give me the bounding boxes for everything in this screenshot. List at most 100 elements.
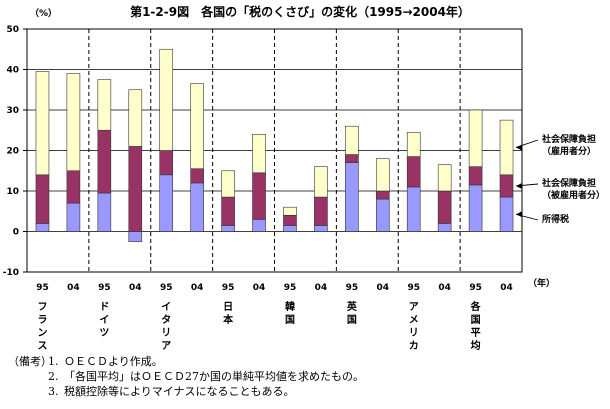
bar-segment xyxy=(128,146,143,232)
bar-segment xyxy=(221,196,235,226)
legend-arrowhead xyxy=(516,144,523,151)
bar-segment xyxy=(345,162,359,232)
legend-arrowhead xyxy=(516,211,523,218)
note-number: 3. xyxy=(48,385,59,398)
bar-segment xyxy=(221,225,235,232)
bar-segment xyxy=(345,125,359,155)
year-tick-label: 95 xyxy=(407,283,420,293)
bar-segment xyxy=(375,190,390,200)
bar-segment xyxy=(190,182,204,232)
note-number: 1. xyxy=(48,355,59,368)
bar-segment xyxy=(190,168,204,184)
bar-segment xyxy=(35,174,50,224)
bar-segment xyxy=(437,223,452,232)
legend-label: 所得税 xyxy=(542,213,569,225)
country-label: 日本 xyxy=(223,301,234,326)
country-label: ドイツ xyxy=(99,301,109,339)
note-row: 3. 税額控除等によりマイナスになることもある。 xyxy=(8,384,364,399)
bar-segment xyxy=(314,225,328,232)
year-tick-label: 95 xyxy=(98,283,111,293)
country-label: イタリア xyxy=(161,301,171,352)
year-tick-label: 04 xyxy=(191,283,204,293)
notes-lead: （備考） xyxy=(8,355,52,368)
bar-segment xyxy=(128,231,143,242)
bar-segment xyxy=(35,71,50,176)
bar-segment xyxy=(406,131,421,157)
bar-segment xyxy=(499,119,514,176)
year-tick-label: 04 xyxy=(377,283,390,293)
bar-segment xyxy=(375,158,390,192)
bar-segment xyxy=(97,192,112,232)
note-row: （備考） 1. ＯＥＣＤより作成。 xyxy=(8,354,364,369)
bar-segment xyxy=(283,225,297,232)
legend-arrowhead xyxy=(516,182,523,189)
year-tick-label: 95 xyxy=(160,283,173,293)
bar-segment xyxy=(97,129,112,194)
bar-segment xyxy=(66,202,81,232)
note-text: 「各国平均」はＯＥＣＤ27か国の単純平均値を求めたもの。 xyxy=(64,370,364,383)
y-tick-label: -10 xyxy=(3,268,19,278)
bar-segment xyxy=(97,79,112,131)
y-tick-label: 30 xyxy=(6,106,19,116)
bar-segment xyxy=(221,170,235,198)
legend-sublabel: （被雇用者分） xyxy=(542,189,605,201)
bar-segment xyxy=(128,89,143,147)
legend-label: 社会保障負担 xyxy=(541,177,596,189)
bar-segment xyxy=(375,198,390,232)
bar-segment xyxy=(437,190,452,224)
year-tick-label: 04 xyxy=(315,283,328,293)
year-tick-label: 04 xyxy=(67,283,80,293)
bar-segment xyxy=(35,223,50,232)
year-tick-label: 95 xyxy=(469,283,482,293)
bar-segment xyxy=(468,166,483,186)
bar-segment xyxy=(314,166,328,198)
year-tick-label: 04 xyxy=(253,283,266,293)
bar-segment xyxy=(283,206,297,216)
y-tick-label: 40 xyxy=(6,66,19,76)
bar-segment xyxy=(468,109,483,168)
bar-segment xyxy=(190,83,204,170)
bar-segment xyxy=(468,184,483,232)
legend-sublabel: （雇用者分） xyxy=(542,145,596,157)
country-label: 韓国 xyxy=(285,300,295,326)
legend-label: 社会保障負担 xyxy=(541,133,596,145)
year-tick-label: 04 xyxy=(438,283,451,293)
bar-segment xyxy=(252,172,266,220)
bar-segment xyxy=(499,174,514,198)
bar-segment xyxy=(499,196,514,232)
bar-segment xyxy=(406,186,421,232)
bar-segment xyxy=(159,174,174,232)
y-tick-label: 10 xyxy=(6,187,19,197)
bar-segment xyxy=(345,154,359,163)
note-row: 2. 「各国平均」はＯＥＣＤ27か国の単純平均値を求めたもの。 xyxy=(8,369,364,384)
bar-segment xyxy=(252,219,266,232)
year-tick-label: 95 xyxy=(284,283,297,293)
note-number: 2. xyxy=(48,370,59,383)
year-tick-label: 95 xyxy=(346,283,359,293)
bar-segment xyxy=(66,73,81,172)
y-axis-label: （%） xyxy=(30,8,57,19)
country-label: 各国平均 xyxy=(470,300,482,352)
y-tick-label: 50 xyxy=(6,25,19,35)
bar-segment xyxy=(314,196,328,226)
note-text: 税額控除等によりマイナスになることもある。 xyxy=(64,385,295,398)
country-label: フランス xyxy=(37,301,47,352)
year-tick-label: 95 xyxy=(36,283,49,293)
chart-title: 第1-2-9図 各国の「税のくさび」の変化（1995→2004年） xyxy=(130,4,470,19)
country-label: 英国 xyxy=(346,300,358,326)
x-axis-label: （年） xyxy=(528,277,555,289)
bar-segment xyxy=(159,150,174,176)
year-tick-label: 04 xyxy=(129,283,142,293)
bar-segment xyxy=(406,156,421,188)
bar-segment xyxy=(66,170,81,204)
note-text: ＯＥＣＤより作成。 xyxy=(64,355,163,368)
bar-segment xyxy=(159,48,174,151)
y-tick-label: 0 xyxy=(13,228,19,238)
bar-segment xyxy=(283,215,297,226)
country-label: アメリカ xyxy=(409,301,419,352)
year-tick-label: 95 xyxy=(222,283,235,293)
y-tick-label: 20 xyxy=(6,147,19,157)
bar-segment xyxy=(437,164,452,192)
year-tick-label: 04 xyxy=(500,283,513,293)
